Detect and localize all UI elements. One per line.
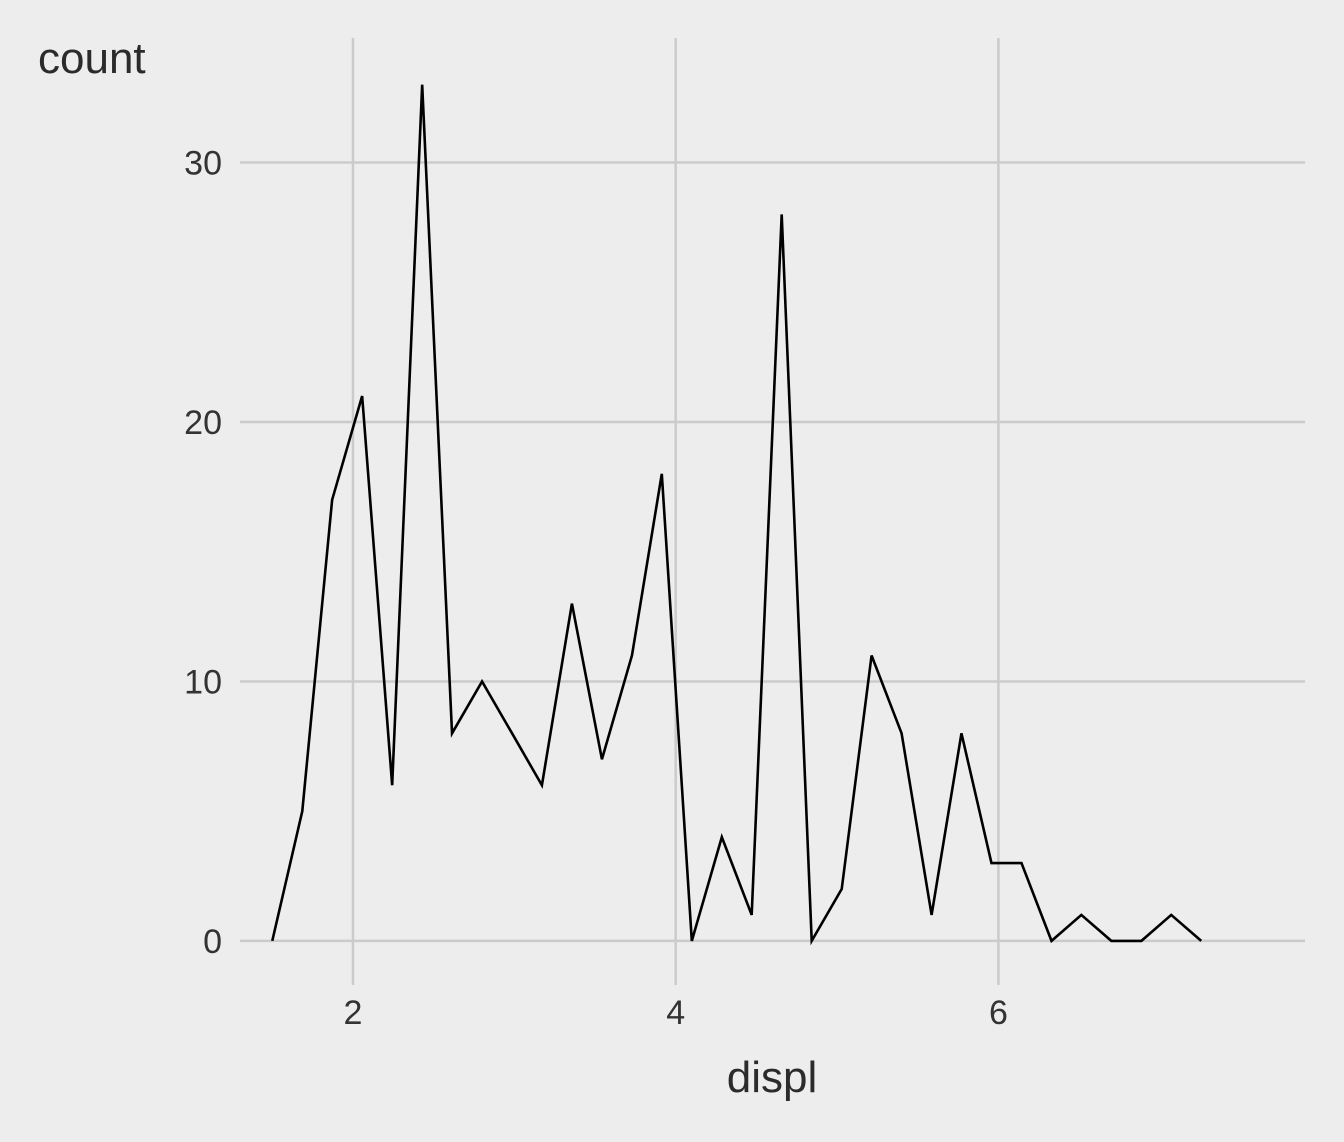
series-line (271, 84, 1203, 946)
y-tick-label: 20 (184, 404, 222, 442)
x-tick-label: 6 (989, 994, 1008, 1032)
series-group (271, 84, 1203, 946)
x-tick-label: 2 (343, 994, 362, 1032)
y-tick-label: 30 (184, 145, 222, 183)
y-tick-label: 10 (184, 663, 222, 701)
x-tick-label: 4 (666, 994, 685, 1032)
x-axis-title: displ (727, 1053, 818, 1102)
y-axis-title: count (38, 34, 146, 83)
y-tick-label: 0 (203, 923, 222, 961)
tick-labels: 0 10 20 30 2 4 6 (184, 145, 1008, 1032)
